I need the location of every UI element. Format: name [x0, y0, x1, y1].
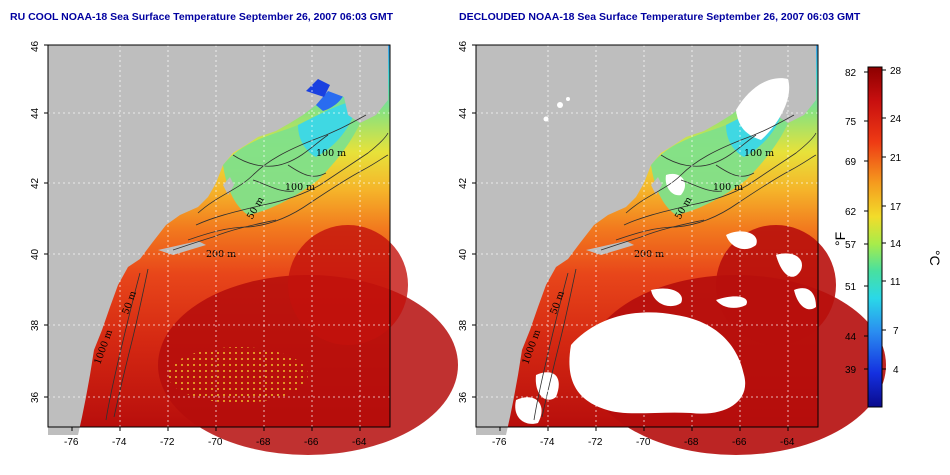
left-lon-tick-76: -76: [64, 437, 79, 448]
colorbar-f-tick-51: 51: [845, 282, 857, 293]
left-lon-tick-64: -64: [352, 437, 367, 448]
right-lat-tick-36: 36: [458, 391, 469, 403]
right-contour-label-200m: 200 m: [634, 249, 664, 260]
right-lat-tick-40: 40: [458, 248, 469, 260]
right-contour-label-100m-a: 100 m: [744, 148, 774, 159]
left-lat-tick-40: 40: [30, 248, 41, 260]
left-contour-label-100m-a: 100 m: [316, 148, 346, 159]
right-lon-tick-66: -66: [732, 437, 747, 448]
right-lon-axis: [499, 427, 789, 431]
left-contour-label-100m-b: 100 m: [285, 182, 315, 193]
colorbar-c-tick-28: 28: [890, 66, 902, 77]
left-lon-tick-74: -74: [112, 437, 127, 448]
right-lon-tick-68: -68: [684, 437, 699, 448]
right-lat-tick-42: 42: [458, 177, 469, 189]
right-lon-tick-64: -64: [780, 437, 795, 448]
colorbar-f-tick-57: 57: [845, 240, 857, 251]
colorbar-c-tick-7: 7: [893, 326, 899, 337]
colorbar-f-tick-69: 69: [845, 157, 857, 168]
colorbar-f-tick-82: 82: [845, 68, 857, 79]
left-lon-axis: [71, 427, 361, 431]
colorbar-f-tick-39: 39: [845, 365, 857, 376]
right-lon-tick-70: -70: [636, 437, 651, 448]
left-cloud-speckle: [168, 347, 308, 403]
colorbar-c-tick-14: 14: [890, 239, 902, 250]
colorbar-f-tick-75: 75: [845, 117, 857, 128]
colorbar-f-tick-44: 44: [845, 332, 857, 343]
colorbar-c-tick-11: 11: [890, 277, 901, 288]
right-map-title: DECLOUDED NOAA-18 Sea Surface Temperatur…: [459, 11, 861, 23]
left-lat-tick-38: 38: [30, 319, 41, 331]
colorbar-fahrenheit-label: °F: [832, 232, 848, 246]
right-graticule: [476, 45, 818, 427]
right-cloud-mask: [515, 78, 816, 424]
colorbar-f-tick-62: 62: [845, 207, 857, 218]
right-contour-label-100m-b: 100 m: [713, 182, 743, 193]
colorbar-c-tick-17: 17: [890, 202, 902, 213]
right-map-panel: 100 m 100 m 50 m 200 m 50 m 1000 m: [475, 44, 886, 455]
left-lat-tick-36: 36: [30, 391, 41, 403]
colorbar-c-tick-4: 4: [893, 365, 899, 376]
colorbar-celsius-label: °C: [927, 250, 943, 266]
right-lon-tick-76: -76: [492, 437, 507, 448]
right-lat-axis: [472, 44, 476, 398]
right-lat-tick-44: 44: [458, 107, 469, 119]
colorbar-c-tick-24: 24: [890, 114, 902, 125]
left-lat-tick-44: 44: [30, 107, 41, 119]
left-graticule: [48, 45, 390, 427]
right-lat-tick-38: 38: [458, 319, 469, 331]
left-lat-axis: [44, 44, 48, 398]
left-contour-label-200m: 200 m: [206, 249, 236, 260]
left-lon-tick-70: -70: [208, 437, 223, 448]
left-map-panel: 100 m 100 m 50 m 200 m 50 m 1000 m: [47, 44, 458, 455]
temperature-colorbar: [864, 66, 886, 408]
left-map-title: RU COOL NOAA-18 Sea Surface Temperature …: [10, 11, 394, 23]
left-lon-tick-66: -66: [304, 437, 319, 448]
left-lon-tick-72: -72: [160, 437, 175, 448]
left-lat-tick-42: 42: [30, 177, 41, 189]
left-lat-tick-46: 46: [30, 40, 41, 52]
right-lat-tick-46: 46: [458, 40, 469, 52]
right-lon-tick-74: -74: [540, 437, 555, 448]
right-lon-tick-72: -72: [588, 437, 603, 448]
left-lon-tick-68: -68: [256, 437, 271, 448]
colorbar-c-tick-21: 21: [890, 153, 902, 164]
